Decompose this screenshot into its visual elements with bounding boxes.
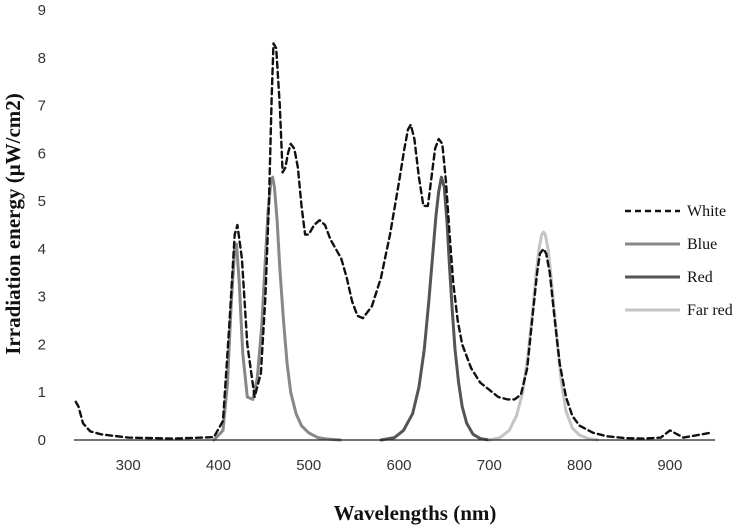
y-tick-label: 7	[38, 98, 46, 115]
y-axis-ticks: 0 1 2 3 4 5 6 7 8 9	[38, 2, 46, 449]
series-line-blue	[212, 175, 342, 442]
x-tick-label: 900	[657, 457, 682, 474]
y-tick-label: 5	[38, 193, 46, 210]
legend-label: White	[687, 203, 726, 220]
x-tick-label: 400	[206, 457, 231, 474]
y-tick-label: 8	[38, 50, 46, 67]
x-axis-ticks: 300 400 500 600 700 800 900	[116, 457, 683, 474]
y-tick-label: 3	[38, 289, 46, 306]
series-line-red	[379, 175, 491, 442]
y-tick-label: 0	[38, 432, 46, 449]
y-tick-label: 1	[38, 384, 46, 401]
x-tick-label: 600	[386, 457, 411, 474]
x-tick-label: 500	[296, 457, 321, 474]
series-line-white	[74, 42, 712, 440]
x-tick-label: 300	[116, 457, 141, 474]
y-tick-label: 6	[38, 145, 46, 162]
x-tick-label: 700	[477, 457, 502, 474]
y-tick-label: 4	[38, 241, 46, 258]
x-tick-label: 800	[567, 457, 592, 474]
series-layer	[74, 42, 712, 442]
y-axis-title: Irradiation energy (μW/cm2)	[1, 93, 25, 355]
series-line-far-red	[487, 230, 600, 442]
legend-label: Blue	[687, 236, 717, 253]
legend: White Blue Red Far red	[625, 203, 733, 319]
y-tick-label: 9	[38, 2, 46, 19]
legend-label: Far red	[687, 302, 733, 319]
x-axis-title: Wavelengths (nm)	[334, 501, 497, 525]
y-tick-label: 2	[38, 336, 46, 353]
legend-label: Red	[687, 269, 713, 286]
